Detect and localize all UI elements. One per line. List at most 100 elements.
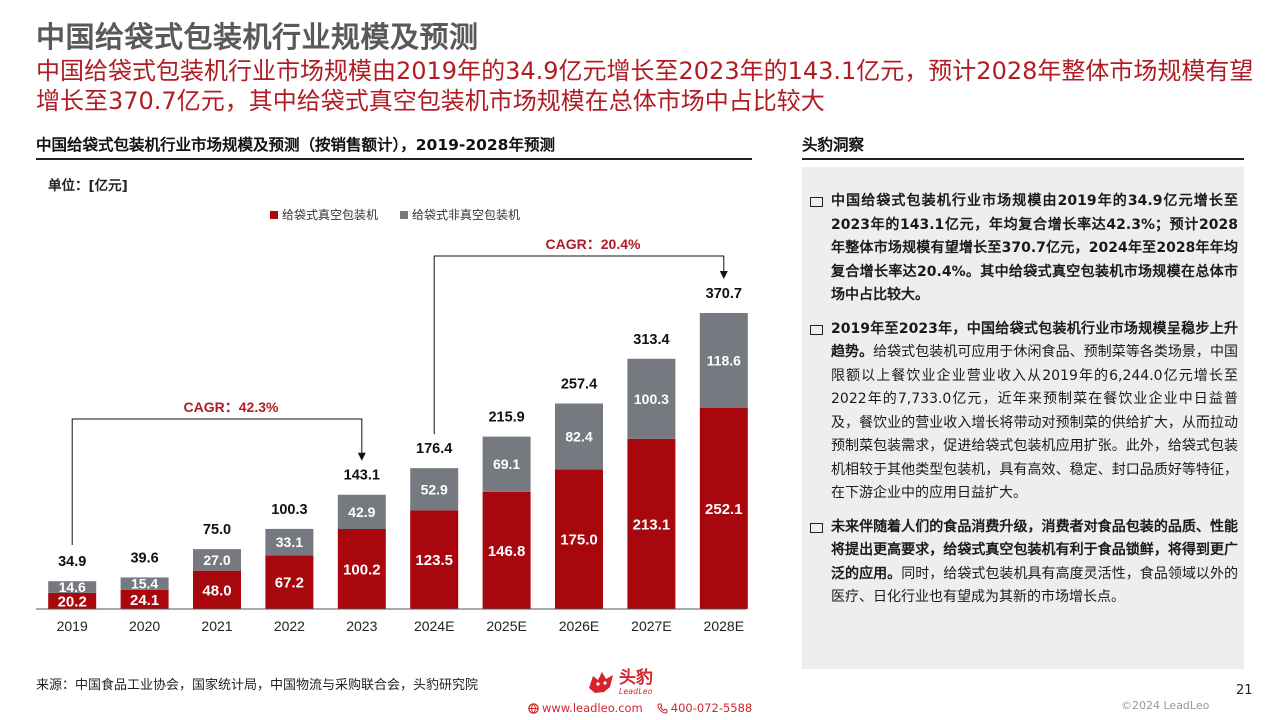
bar-value-label-vacuum: 123.5 bbox=[415, 552, 453, 569]
insight-section-title: 头豹洞察 bbox=[802, 136, 865, 154]
insight-panel bbox=[802, 167, 1244, 669]
x-axis-tick-label: 2021 bbox=[201, 618, 232, 634]
legend-swatch-vacuum bbox=[270, 210, 278, 219]
bar-total-label: 75.0 bbox=[203, 522, 231, 538]
legend-item-vacuum: 给袋式真空包装机 bbox=[270, 206, 378, 223]
phone-icon bbox=[657, 703, 668, 714]
source-note: 来源：中国食品工业协会，国家统计局，中国物流与采购联合会，头豹研究院 bbox=[36, 678, 479, 693]
insight-item: 2019年至2023年，中国给袋式包装机行业市场规模呈稳步上升趋势。给袋式包装机… bbox=[810, 318, 1238, 506]
insight-text: 未来伴随着人们的食品消费升级，消费者对食品包装的品质、性能将提出更高要求，给袋式… bbox=[831, 516, 1238, 610]
globe-icon bbox=[528, 702, 539, 714]
bar-segment-non-vacuum bbox=[337, 494, 386, 529]
bar-segment-non-vacuum bbox=[265, 528, 314, 556]
bar-value-label-vacuum: 20.2 bbox=[58, 593, 87, 610]
headline: 中国给袋式包装机行业市场规模由2019年的34.9亿元增长至2023年的143.… bbox=[36, 57, 1254, 115]
checkbox-bullet-icon bbox=[810, 197, 823, 207]
chart-section-rule bbox=[36, 158, 752, 160]
contact-info: www.leadleo.com 400-072-5588 bbox=[528, 701, 752, 715]
bar-total-label: 370.7 bbox=[706, 286, 742, 302]
bar-segment-vacuum bbox=[193, 570, 241, 609]
legend-label-non-vacuum: 给袋式非真空包装机 bbox=[412, 208, 521, 222]
chart-section-title: 中国给袋式包装机行业市场规模及预测（按销售额计），2019-2028年预测 bbox=[36, 136, 555, 154]
page-title: 中国给袋式包装机行业规模及预测 bbox=[36, 20, 479, 54]
insight-item: 未来伴随着人们的食品消费升级，消费者对食品包装的品质、性能将提出更高要求，给袋式… bbox=[810, 516, 1238, 610]
bar-value-label-non-vacuum: 52.9 bbox=[421, 481, 448, 497]
bar-segment-non-vacuum bbox=[120, 577, 169, 590]
logo-text-cn: 头豹 bbox=[619, 667, 653, 688]
insight-item: 中国给袋式包装机行业市场规模由2019年的34.9亿元增长至2023年的143.… bbox=[810, 190, 1238, 308]
checkbox-bullet-icon bbox=[810, 522, 823, 533]
bar-segment-non-vacuum bbox=[48, 581, 97, 593]
bar-value-label-non-vacuum: 118.6 bbox=[707, 352, 741, 368]
bar-segment-non-vacuum bbox=[699, 313, 748, 408]
cagr-bracket-2019-2023-line bbox=[71, 418, 363, 545]
bar-value-label-vacuum: 175.0 bbox=[560, 532, 598, 549]
legend-swatch-non-vacuum bbox=[400, 210, 409, 219]
legend-label-vacuum: 给袋式真空包装机 bbox=[282, 208, 379, 222]
cagr-bracket-2019-2023-label: CAGR：42.3% bbox=[184, 399, 279, 415]
bar-value-label-non-vacuum: 15.4 bbox=[131, 576, 158, 592]
bar-total-label: 313.4 bbox=[633, 332, 669, 348]
insight-normal-text: 给袋式包装机可应用于休闲食品、预制菜等各类场景，中国限额以上餐饮业企业营业收入从… bbox=[831, 344, 1239, 501]
x-axis-tick-label: 2025E bbox=[486, 618, 526, 634]
bar-total-label: 39.6 bbox=[130, 550, 158, 566]
bar-segment-non-vacuum bbox=[410, 468, 459, 511]
bar-segment-non-vacuum bbox=[193, 549, 241, 571]
insight-section-rule bbox=[802, 158, 1244, 160]
website-text: www.leadleo.com bbox=[542, 701, 643, 715]
bar-total-label: 257.4 bbox=[561, 376, 597, 392]
bar-value-label-non-vacuum: 33.1 bbox=[276, 534, 303, 550]
bar-segment-non-vacuum bbox=[482, 436, 531, 492]
bar-value-label-vacuum: 24.1 bbox=[130, 592, 159, 609]
bar-value-label-non-vacuum: 100.3 bbox=[634, 391, 669, 407]
insight-text: 2019年至2023年，中国给袋式包装机行业市场规模呈稳步上升趋势。给袋式包装机… bbox=[831, 318, 1238, 506]
bar-value-label-non-vacuum: 27.0 bbox=[203, 552, 230, 568]
x-axis-tick-label: 2023 bbox=[346, 618, 377, 634]
insight-text: 中国给袋式包装机行业市场规模由2019年的34.9亿元增长至2023年的143.… bbox=[831, 190, 1238, 308]
bar-segment-vacuum bbox=[265, 555, 314, 609]
cagr-bracket-2024-2028-label: CAGR：20.4% bbox=[546, 236, 641, 252]
checkbox-bullet-icon bbox=[810, 324, 823, 335]
logo-text-en: LeadLeo bbox=[619, 686, 653, 696]
cagr-bracket-2024-2028-line bbox=[433, 255, 725, 435]
bar-total-label: 176.4 bbox=[416, 441, 452, 457]
phone-contact: 400-072-5588 bbox=[657, 701, 752, 715]
bar-segment-vacuum bbox=[410, 510, 459, 609]
legend-item-non-vacuum: 给袋式非真空包装机 bbox=[400, 206, 520, 223]
insight-list: 中国给袋式包装机行业市场规模由2019年的34.9亿元增长至2023年的143.… bbox=[810, 190, 1238, 620]
unit-label: 单位：[亿元] bbox=[48, 178, 128, 194]
bar-segment-vacuum bbox=[120, 589, 169, 609]
x-axis-tick-label: 2020 bbox=[129, 618, 160, 634]
bar-value-label-non-vacuum: 14.6 bbox=[59, 579, 86, 595]
bar-segment-non-vacuum bbox=[555, 403, 603, 470]
x-axis-tick-label: 2022 bbox=[274, 618, 305, 634]
bar-value-label-vacuum: 252.1 bbox=[705, 501, 743, 518]
insight-normal-text: 同时，给袋式包装机具有高度灵活性，食品领域以外的医疗、日化行业也有望成为其新的市… bbox=[831, 565, 1239, 606]
x-axis-tick-label: 2024E bbox=[414, 618, 454, 634]
bar-segment-vacuum bbox=[48, 592, 97, 609]
bar-segment-non-vacuum bbox=[627, 358, 676, 439]
bar-value-label-vacuum: 100.2 bbox=[343, 561, 381, 578]
x-axis-tick-label: 2019 bbox=[57, 618, 88, 634]
leopard-logo-icon bbox=[589, 672, 613, 693]
website-link[interactable]: www.leadleo.com bbox=[528, 701, 643, 715]
bar-segment-vacuum bbox=[337, 528, 386, 609]
x-axis-tick-label: 2028E bbox=[704, 618, 744, 634]
leadleo-logo: 头豹 LeadLeo bbox=[586, 668, 653, 696]
insight-bold-text: 2019年至2023年，中国给袋式包装机行业市场规模呈稳步上升趋势。 bbox=[831, 320, 1238, 361]
logo-text: 头豹 LeadLeo bbox=[619, 669, 653, 696]
bar-segment-vacuum bbox=[482, 491, 531, 609]
cagr-bracket-2024-2028-arrow bbox=[719, 271, 728, 279]
bar-value-label-non-vacuum: 69.1 bbox=[493, 456, 520, 472]
stacked-bar-chart: 20.214.6 34.9 2019 24.115.4 39.6 2020 48.0 27.0… bbox=[36, 236, 748, 634]
chart-legend: 给袋式真空包装机 给袋式非真空包装机 bbox=[270, 206, 520, 223]
bar-segment-vacuum bbox=[699, 407, 748, 609]
bar-value-label-vacuum: 48.0 bbox=[202, 582, 231, 599]
bar-value-label-vacuum: 213.1 bbox=[633, 516, 671, 533]
bar-segment-vacuum bbox=[627, 438, 676, 609]
bar-total-label: 100.3 bbox=[271, 502, 307, 518]
bar-total-label: 143.1 bbox=[344, 468, 380, 484]
insight-bold-text: 未来伴随着人们的食品消费升级，消费者对食品包装的品质、性能将提出更高要求，给袋式… bbox=[831, 518, 1238, 582]
insight-bold-text: 中国给袋式包装机行业市场规模由2019年的34.9亿元增长至2023年的143.… bbox=[831, 193, 1238, 303]
phone-text: 400-072-5588 bbox=[670, 701, 753, 715]
